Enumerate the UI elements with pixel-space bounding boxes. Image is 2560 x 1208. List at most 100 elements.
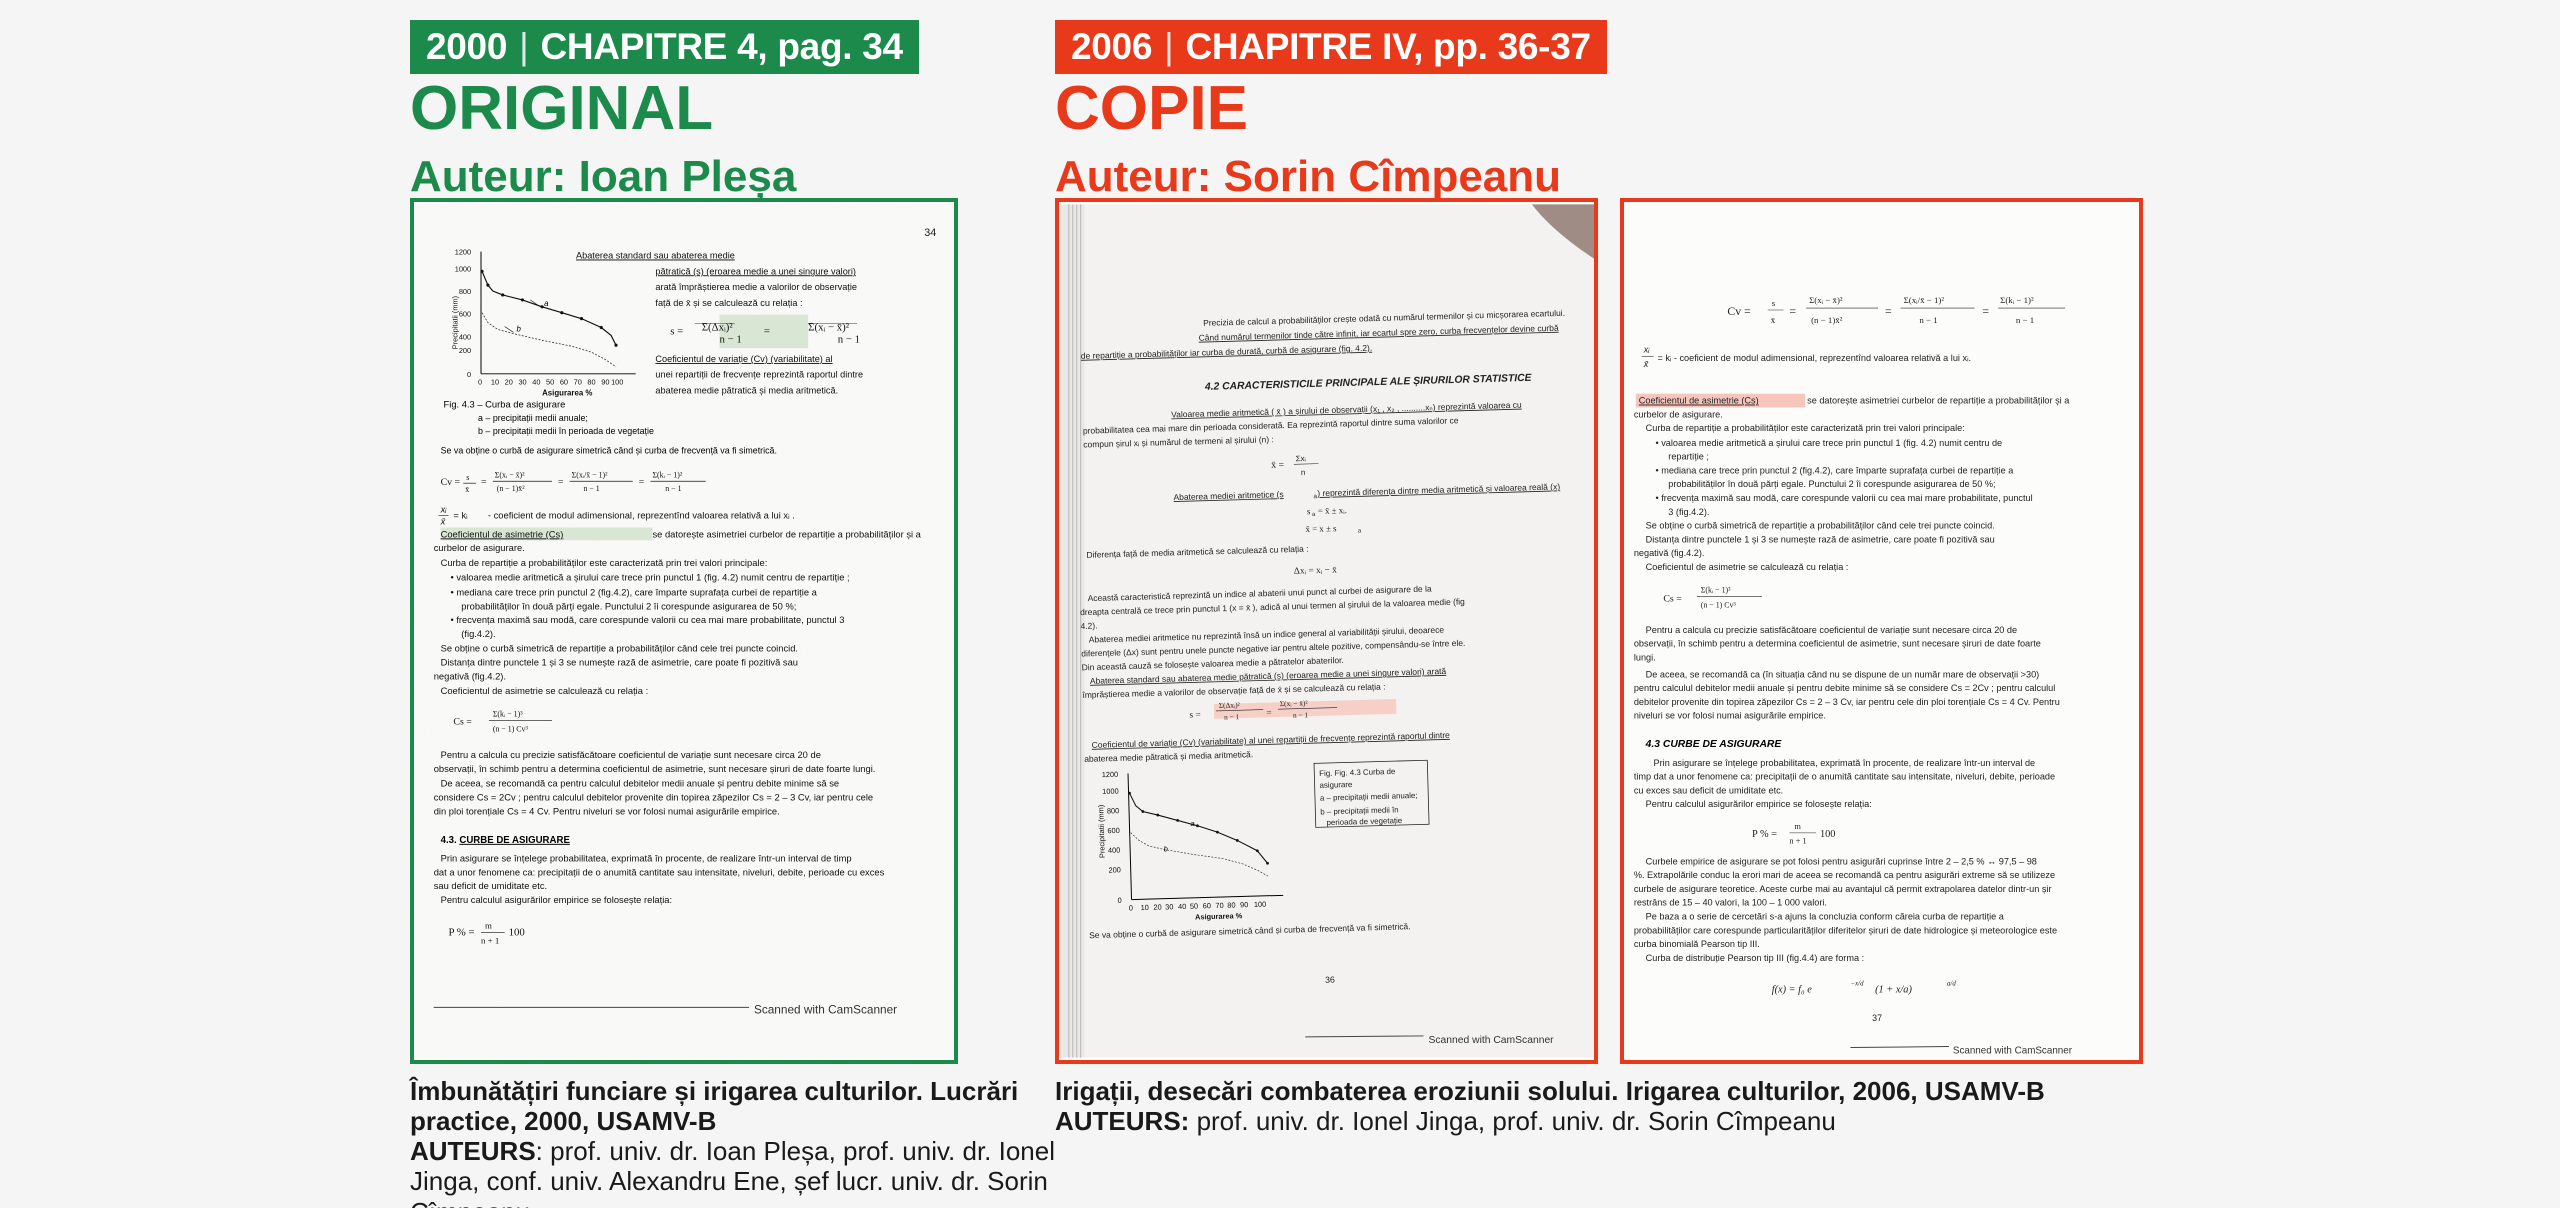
svg-text:s =: s = (670, 325, 683, 337)
svg-text:m: m (485, 921, 492, 931)
svg-text:200: 200 (1108, 865, 1121, 874)
svg-text:800: 800 (1107, 806, 1120, 815)
svg-text:Cv =: Cv = (1727, 304, 1751, 318)
svg-text:Σ(xᵢ − x̄)²: Σ(xᵢ − x̄)² (808, 321, 849, 333)
svg-text:=: = (1266, 708, 1272, 718)
svg-text:Pentru a calcula cu precizie s: Pentru a calcula cu precizie satisfăcăto… (441, 750, 821, 760)
svg-text:n − 1: n − 1 (719, 333, 741, 345)
svg-text:Σ(xᵢ − x̄)²: Σ(xᵢ − x̄)² (1809, 295, 1843, 305)
svg-text:probabilităților în două părți: probabilităților în două părți egale. Pu… (461, 601, 796, 611)
svg-text:Σ(Δxᵢ)²: Σ(Δxᵢ)² (1219, 700, 1241, 710)
svg-text:Distanța dintre punctele 1 și: Distanța dintre punctele 1 și 3 se numeș… (441, 657, 798, 667)
svg-text:Coeficientul de asimetrie (Cs): Coeficientul de asimetrie (Cs) (441, 529, 564, 539)
svg-text:negativă (fig.4.2).: negativă (fig.4.2). (434, 671, 506, 681)
svg-text:=: = (764, 325, 770, 337)
svg-text:%. Extrapolările conduc la ero: %. Extrapolările conduc la erori mari de… (1634, 870, 2055, 880)
svg-text:0: 0 (478, 378, 482, 387)
svg-text:Prin asigurare se înțelege pro: Prin asigurare se înțelege probabilitate… (1654, 758, 2036, 768)
svg-text:b – precipitații medii în peri: b – precipitații medii în perioada de ve… (478, 426, 654, 436)
svg-text:40: 40 (1178, 902, 1186, 911)
svg-text:Σ(kᵢ − 1)²: Σ(kᵢ − 1)² (652, 470, 682, 479)
svg-text:pătratică (s) (eroarea medie a: pătratică (s) (eroarea medie a unei sing… (655, 266, 856, 276)
svg-text:a – precipitații medii anuale;: a – precipitații medii anuale; (478, 413, 588, 423)
svg-text:800: 800 (459, 287, 471, 296)
svg-text:20: 20 (1153, 903, 1161, 912)
svg-text:(1 + x/a): (1 + x/a) (1875, 984, 1912, 995)
svg-text:1000: 1000 (455, 264, 471, 273)
svg-text:niveluri se vor folosi numai a: niveluri se vor folosi numai asigurările… (1634, 711, 1826, 721)
svg-text:100: 100 (1254, 900, 1267, 909)
svg-text:timp dat a unor fenomene ca: p: timp dat a unor fenomene ca: precipitați… (1634, 772, 2055, 782)
svg-text:Σ(kᵢ − 1)³: Σ(kᵢ − 1)³ (1701, 586, 1731, 595)
svg-text:probabilităților care corespun: probabilităților care corespunde particu… (1634, 925, 2057, 935)
svg-text:Σ(xᵢ/x̄ − 1)²: Σ(xᵢ/x̄ − 1)² (1904, 295, 1945, 305)
svg-text:(n − 1)x̄²: (n − 1)x̄² (1811, 315, 1843, 325)
svg-text:sau deficit de umiditate etc.: sau deficit de umiditate etc. (434, 881, 547, 891)
svg-text:b: b (1164, 844, 1168, 853)
svg-text:20: 20 (505, 378, 513, 387)
svg-text:Se obține o curbă simetrică de: Se obține o curbă simetrică de repartiți… (1646, 521, 1995, 531)
svg-text:De aceea, se recomandă ca pent: De aceea, se recomandă ca pentru calculu… (441, 779, 840, 789)
svg-text:repartiție ;: repartiție ; (1668, 452, 1709, 462)
svg-text:400: 400 (459, 332, 471, 341)
svg-text:Se va obține o curbă de asigur: Se va obține o curbă de asigurare simetr… (441, 446, 777, 456)
svg-text:Cs =: Cs = (1663, 593, 1682, 604)
svg-text:x̄: x̄ (1643, 359, 1649, 369)
svg-text:Fig. 4.3 – Curba de asigurare: Fig. 4.3 – Curba de asigurare (444, 399, 566, 409)
svg-text:n − 1: n − 1 (2016, 315, 2034, 325)
svg-text:cu exces sau deficit de umidit: cu exces sau deficit de umiditate etc. (1634, 785, 1783, 795)
svg-text:4.3 CURBE DE ASIGURARE: 4.3 CURBE DE ASIGURARE (1645, 739, 1783, 750)
svg-text:80: 80 (587, 378, 595, 387)
svg-text:4.3. CURBE DE ASIGURARE: 4.3. CURBE DE ASIGURARE (441, 835, 571, 846)
svg-text:curba binomială Pearson tip II: curba binomială Pearson tip III. (1634, 939, 1760, 949)
svg-text:n − 1: n − 1 (1293, 710, 1309, 719)
svg-text:se datorește asimetriei curbel: se datorește asimetriei curbelor de repa… (1807, 396, 2070, 406)
svg-text:Scanned with CamScanner: Scanned with CamScanner (1953, 1045, 2073, 1056)
svg-text:- coeficient de modul adime: - coeficient de modul adimensional, repr… (488, 511, 795, 521)
svg-text:lungi.: lungi. (1634, 653, 1656, 663)
svg-text:Pentru calculul asigurărilor e: Pentru calculul asigurărilor empirice se… (1646, 799, 1872, 809)
svg-text:m: m (1794, 822, 1801, 831)
svg-text:• frecvența maximă sau modă,: • frecvența maximă sau modă, care coresp… (1656, 493, 2033, 503)
svg-text:Pe baza a o serie de cercetări: Pe baza a o serie de cercetări s-a ajuns… (1646, 912, 2005, 922)
svg-text:Σxᵢ: Σxᵢ (1296, 454, 1306, 463)
svg-text:80: 80 (1227, 901, 1235, 910)
svg-text:a: a (1190, 819, 1194, 828)
svg-text:100: 100 (509, 926, 525, 938)
svg-text:considere Cs = 2Cv ; pentru ca: considere Cs = 2Cv ; pentru calculul deb… (434, 792, 873, 802)
svg-text:n − 1: n − 1 (1919, 315, 1937, 325)
svg-text:10: 10 (491, 378, 499, 387)
svg-text:xᵢ: xᵢ (440, 505, 448, 515)
svg-text:x̄: x̄ (1771, 315, 1776, 325)
svg-text:restrâns de 15 – 40 valori, la: restrâns de 15 – 40 valori, la 100 – 1 0… (1634, 898, 1827, 908)
svg-text:0: 0 (1129, 903, 1133, 912)
svg-text:30: 30 (518, 378, 526, 387)
svg-text:a: a (544, 299, 549, 308)
svg-text:600: 600 (1107, 826, 1120, 835)
svg-text:față de x̄ și se calculează: față de x̄ și se calculează cu relația : (655, 298, 802, 308)
svg-text:Se obține o curbă simetrică de: Se obține o curbă simetrică de repartiți… (441, 644, 798, 654)
svg-text:Σ(xᵢ/x̄ − 1)²: Σ(xᵢ/x̄ − 1)² (572, 470, 608, 479)
svg-text:=: = (1982, 304, 1989, 318)
svg-text:s: s (466, 473, 469, 482)
svg-text:P % =: P % = (448, 926, 474, 938)
svg-text:n − 1: n − 1 (1224, 712, 1240, 721)
svg-text:observații, în schimb pentru a: observații, în schimb pentru a determina… (1634, 639, 2041, 649)
svg-text:30: 30 (1165, 902, 1173, 911)
svg-text:(fig.4.2).: (fig.4.2). (461, 629, 495, 639)
svg-text:curbelor de asigurare.: curbelor de asigurare. (434, 543, 525, 553)
svg-text:• frecvența maximă sau modă,: • frecvența maximă sau modă, care coresp… (450, 615, 844, 625)
svg-text:curbelor de asigurare.: curbelor de asigurare. (1634, 409, 1723, 419)
svg-text:De aceea, se recomandă ca (în: De aceea, se recomandă ca (în situația c… (1646, 669, 2040, 679)
svg-text:Curba de repartiție a probabil: Curba de repartiție a probabilităților e… (1646, 423, 1965, 433)
svg-text:(n − 1) Cv³: (n − 1) Cv³ (1701, 600, 1737, 609)
svg-text:=: = (639, 477, 645, 488)
svg-text:Coeficientul de variație (Cv): Coeficientul de variație (Cv) (variabili… (655, 354, 832, 364)
svg-text:=: = (558, 477, 564, 488)
svg-text:• mediana care trece prin pun: • mediana care trece prin punctul 2 (fig… (450, 588, 817, 598)
svg-text:unei repartiții de frecvențe r: unei repartiții de frecvențe reprezintă … (655, 370, 863, 380)
svg-text:x̄: x̄ (465, 485, 469, 494)
svg-text:Abaterea standard sau abate: Abaterea standard sau abaterea medie (576, 251, 735, 261)
svg-text:probabilităților în două părți: probabilităților în două părți egale. Pu… (1668, 479, 1995, 489)
svg-text:Σ(xᵢ − x̄)²: Σ(xᵢ − x̄)² (1280, 698, 1309, 708)
